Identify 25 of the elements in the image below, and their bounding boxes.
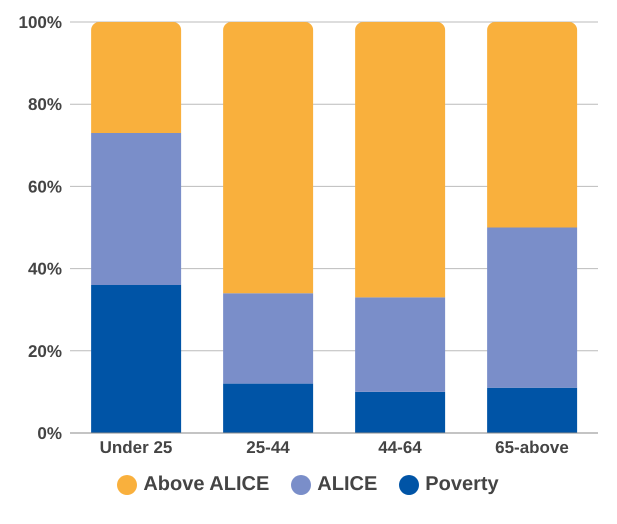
y-tick-label: 0% [37,424,62,444]
bar [223,22,314,294]
x-tick-label: 44-64 [378,438,422,458]
bar [91,22,182,133]
bar [91,132,182,286]
bar [91,285,182,433]
bar [355,22,446,298]
legend-label: ALICE [317,473,378,496]
bar [355,297,446,392]
bar [355,392,446,433]
x-tick-label: 65-above [495,438,569,458]
y-tick-label: 40% [28,260,62,279]
x-tick-label: Under 25 [100,438,172,458]
x-tick-label: 25-44 [246,438,290,458]
bar [487,228,578,388]
y-tick-label: 60% [28,177,62,196]
y-tick-label: 80% [28,95,62,114]
bar [223,384,314,433]
y-tick-label: 20% [28,342,62,361]
bar [223,293,314,384]
legend-label: Above ALICE [143,473,270,496]
bar [487,22,578,228]
y-tick-label: 100% [18,13,62,32]
legend-label: Poverty [425,473,499,496]
bar [487,388,578,433]
